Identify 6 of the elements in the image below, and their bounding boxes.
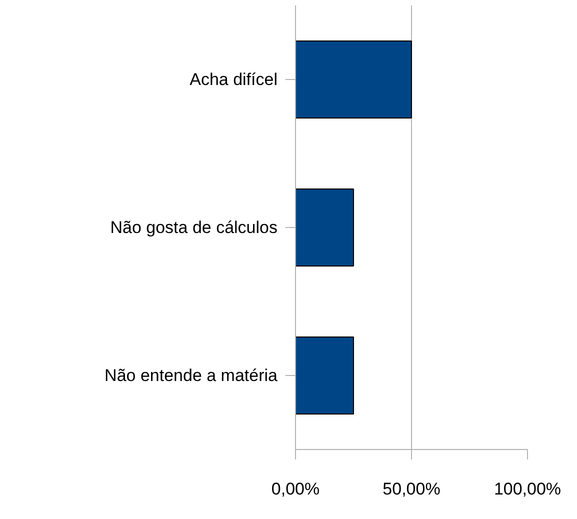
x-tick-label: 100,00%	[494, 480, 562, 498]
y-tick-label: Não entende a matéria	[104, 366, 278, 385]
y-tick-label: Acha difícel	[190, 70, 278, 89]
x-tick-label: 50,00%	[382, 480, 440, 498]
x-tick-label: 0,00%	[271, 480, 320, 498]
y-tick-label: Não gosta de cálculos	[110, 218, 278, 237]
